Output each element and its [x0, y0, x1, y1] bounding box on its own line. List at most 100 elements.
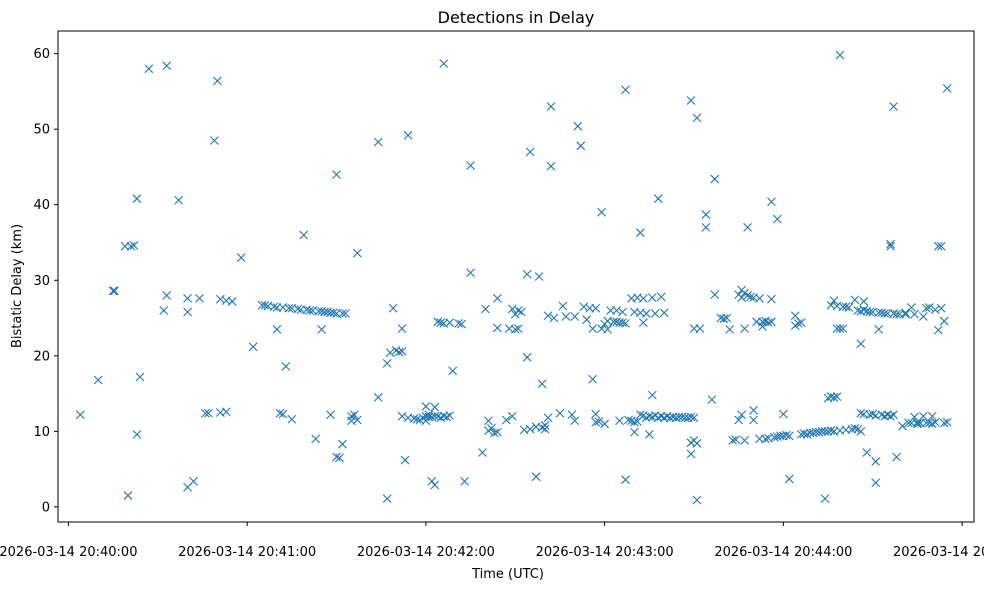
- data-point: [638, 294, 648, 303]
- data-point: [850, 423, 860, 433]
- data-point: [481, 304, 490, 314]
- data-point: [841, 302, 851, 312]
- data-point: [549, 313, 559, 323]
- data-point: [510, 324, 520, 334]
- data-point: [275, 408, 285, 418]
- data-point: [272, 324, 282, 334]
- data-point: [332, 452, 341, 462]
- data-point: [576, 141, 586, 151]
- data-point: [269, 302, 279, 312]
- data-point: [478, 448, 487, 457]
- data-point: [835, 50, 845, 60]
- data-point: [924, 303, 934, 312]
- data-point: [558, 301, 568, 311]
- data-point: [692, 439, 702, 448]
- y-tick-label: 10: [33, 425, 50, 440]
- y-tick-label: 0: [42, 500, 50, 515]
- data-point: [594, 417, 604, 426]
- x-tick-label: 2026-03-14 20:42:00: [357, 545, 495, 560]
- data-point: [546, 102, 556, 111]
- data-point: [770, 433, 779, 442]
- data-point: [871, 457, 881, 466]
- data-point: [740, 324, 750, 334]
- data-point: [492, 294, 502, 303]
- data-point: [939, 316, 949, 326]
- data-point: [793, 318, 803, 328]
- data-point: [933, 325, 943, 335]
- data-point: [832, 392, 842, 401]
- data-point: [641, 309, 651, 318]
- data-point: [898, 421, 907, 431]
- x-tick-label: 2026-03-14 20:45:00: [893, 545, 984, 560]
- y-axis-ticks: 0 10 20 30 40 50 60: [33, 47, 58, 515]
- data-point: [686, 412, 696, 422]
- data-point: [856, 426, 866, 436]
- data-point: [603, 324, 612, 334]
- data-point: [555, 408, 565, 418]
- data-point: [162, 290, 172, 300]
- data-point: [129, 241, 139, 250]
- data-point: [591, 409, 601, 419]
- data-point: [75, 410, 85, 420]
- data-point: [287, 414, 297, 424]
- data-point: [293, 304, 303, 314]
- data-point: [692, 495, 702, 505]
- data-point: [621, 475, 630, 485]
- data-point: [635, 228, 645, 238]
- data-point: [781, 430, 791, 440]
- y-axis-title: Bistatic Delay (km): [10, 224, 25, 348]
- data-point: [615, 416, 624, 426]
- data-point: [513, 306, 523, 315]
- data-point: [737, 410, 747, 420]
- data-point: [886, 241, 895, 251]
- data-point: [126, 241, 136, 251]
- data-point: [618, 318, 627, 327]
- data-point: [701, 210, 711, 219]
- data-point: [534, 272, 544, 281]
- data-point: [650, 309, 660, 318]
- y-tick-label: 50: [33, 123, 50, 138]
- y-tick-label: 60: [33, 47, 50, 62]
- data-point: [710, 290, 720, 300]
- data-point: [501, 415, 511, 425]
- data-point: [531, 472, 541, 482]
- data-point: [630, 417, 639, 427]
- data-point: [388, 303, 398, 313]
- data-point: [621, 85, 630, 95]
- data-point: [597, 207, 607, 217]
- data-point: [829, 296, 839, 306]
- data-point: [543, 311, 553, 321]
- data-point: [183, 294, 192, 303]
- data-point: [204, 408, 213, 418]
- data-point: [110, 286, 119, 296]
- data-point: [201, 408, 210, 418]
- data-point: [749, 405, 758, 415]
- data-point: [588, 374, 598, 384]
- data-point: [582, 315, 592, 324]
- data-point: [829, 392, 839, 402]
- data-point: [722, 313, 732, 323]
- data-point: [764, 318, 773, 327]
- data-point: [767, 317, 776, 327]
- data-point: [588, 324, 598, 334]
- y-tick-label: 40: [33, 198, 50, 213]
- data-point: [400, 455, 410, 465]
- data-point: [573, 121, 583, 131]
- data-point: [784, 474, 794, 484]
- x-tick-label: 2026-03-14 20:40:00: [0, 545, 137, 560]
- data-point: [838, 324, 848, 334]
- data-point: [341, 309, 350, 318]
- data-point: [567, 410, 577, 420]
- data-point: [612, 306, 621, 315]
- y-tick-label: 30: [33, 274, 50, 289]
- data-point: [856, 408, 866, 418]
- data-point: [728, 436, 738, 445]
- data-point: [347, 411, 356, 421]
- data-point: [910, 309, 919, 319]
- data-point: [868, 409, 878, 419]
- data-point: [778, 409, 788, 419]
- data-point: [635, 410, 645, 420]
- data-point: [930, 305, 940, 315]
- data-point: [773, 214, 782, 224]
